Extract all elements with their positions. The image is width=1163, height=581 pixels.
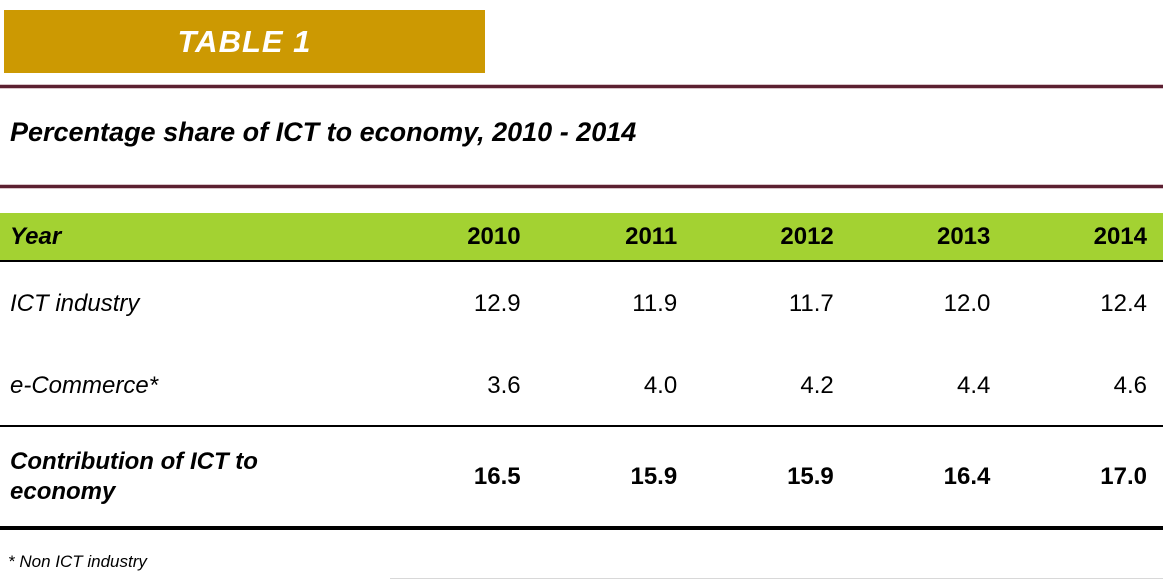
cell-total-2011: 15.9: [630, 462, 678, 490]
cell-ecom-2014: 4.6: [1113, 371, 1147, 399]
header-2011: 2011: [625, 222, 678, 250]
page-title: Percentage share of ICT to economy, 2010…: [10, 117, 637, 147]
cell-ecom-2011: 4.0: [643, 371, 678, 399]
cell-ict-2010: 12.9: [473, 290, 521, 317]
cell-total-2010: 16.5: [473, 462, 521, 490]
cell-ict-2013: 12.0: [943, 290, 991, 317]
cell-total-2012: 15.9: [787, 462, 834, 490]
bottom-hairline: [390, 578, 1163, 579]
table-header-row: Year 2010 2011 2012 2013 2014: [0, 213, 1163, 261]
header-year: Year: [10, 222, 62, 250]
cell-total-2013: 16.4: [943, 462, 991, 490]
row-label-contribution: Contribution of ICT to economy: [10, 447, 258, 505]
cell-ecom-2010: 3.6: [487, 371, 521, 399]
cell-total-2014: 17.0: [1100, 462, 1147, 490]
header-2014: 2014: [1093, 222, 1147, 250]
row-label-ecommerce: e-Commerce*: [10, 371, 159, 399]
table-row-ecommerce: e-Commerce* 3.6 4.0 4.2 4.4 4.6: [0, 346, 1163, 426]
cell-ict-2012: 11.7: [788, 290, 834, 317]
header-2013: 2013: [936, 222, 991, 250]
cell-ict-2014: 12.4: [1100, 290, 1147, 317]
table-row-ict-industry: ICT industry 12.9 11.9 11.7 12.0 12.4: [0, 261, 1163, 346]
divider-under-title: [0, 184, 1163, 189]
table-badge: TABLE 1: [4, 10, 485, 73]
footnote: * Non ICT industry: [8, 552, 147, 571]
header-2012: 2012: [780, 222, 834, 250]
table-row-contribution-total: Contribution of ICT to economy 16.5 15.9…: [0, 426, 1163, 528]
cell-ecom-2012: 4.2: [800, 371, 834, 399]
header-2010: 2010: [467, 222, 521, 250]
cell-ecom-2013: 4.4: [957, 371, 991, 399]
row-label-ict-industry: ICT industry: [10, 290, 140, 317]
divider-top: [0, 84, 1163, 89]
table-badge-label: TABLE 1: [177, 23, 312, 59]
ict-share-table: Year 2010 2011 2012 2013 2014 ICT indust…: [0, 213, 1163, 530]
cell-ict-2011: 11.9: [632, 290, 678, 317]
